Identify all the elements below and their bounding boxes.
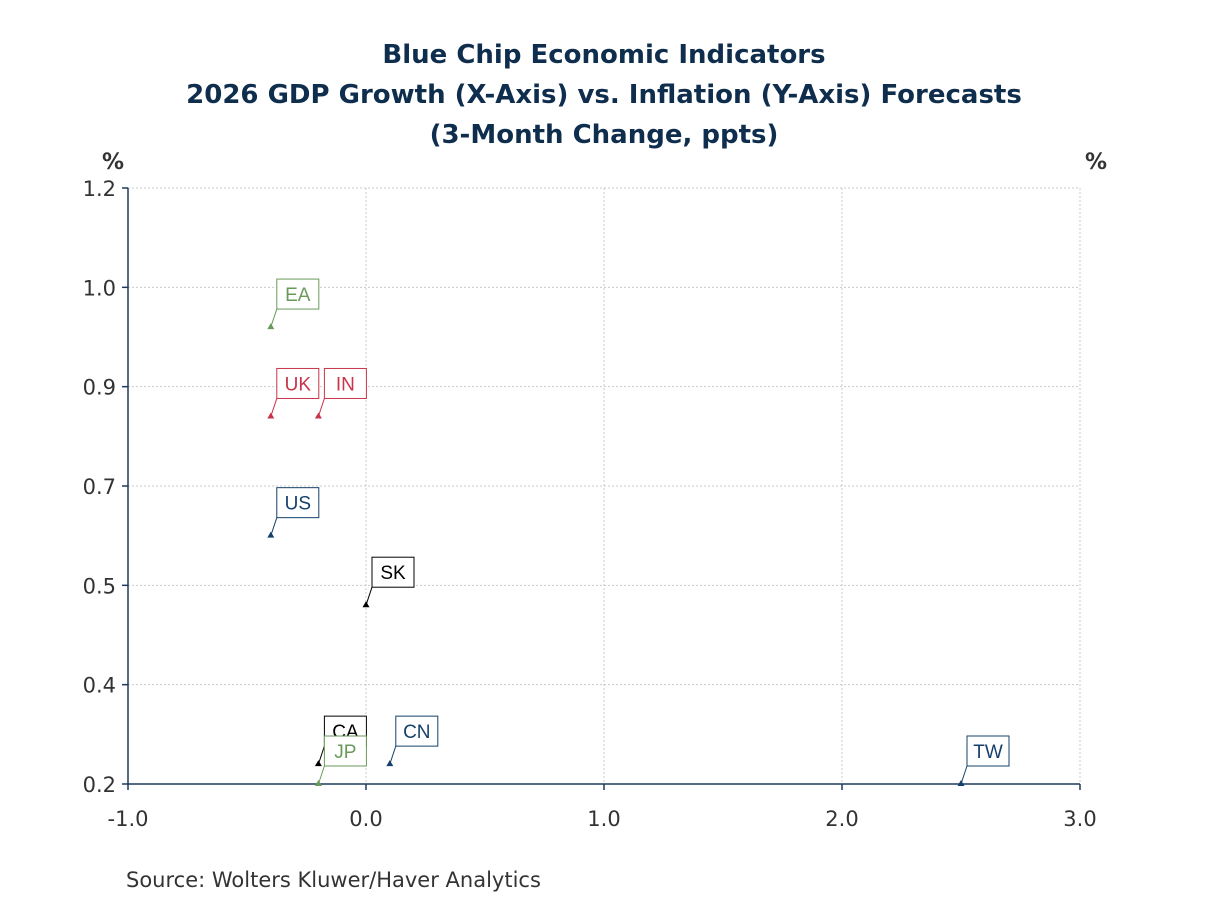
y-tick-label: 0.9 [83,376,116,400]
point-label-ea: EA [285,285,311,306]
y-tick-label: 0.7 [83,475,116,499]
data-point-ea [267,323,275,330]
callout-box-in [323,367,367,399]
y-tick-label: 1.0 [83,276,116,300]
data-point-sk [362,601,370,608]
callout-leader-jp [317,765,325,785]
right-axis-unit: % [1085,150,1108,175]
point-label-tw: TW [973,742,1003,763]
callout-box-tw [966,735,1010,767]
data-point-jp [314,780,322,786]
x-tick-label: 2.0 [825,807,858,831]
callout-box-ea [276,278,320,310]
x-tick-label: -1.0 [108,807,149,831]
callout-box-cn [395,715,439,747]
y-tick-label: 1.2 [83,177,116,201]
y-tick-label: 0.2 [83,773,116,797]
source-note: Source: Wolters Kluwer/Haver Analytics [126,868,541,892]
data-point-ca [314,760,322,767]
callout-leader-us [270,517,278,536]
point-label-sk: SK [380,563,406,584]
callout-box-uk [276,367,320,399]
callout-leader-tw [960,765,968,785]
chart-title-line-1: Blue Chip Economic Indicators [382,40,826,70]
data-point-us [267,531,275,538]
y-tick-label: 0.5 [83,574,116,598]
callout-leader-in [317,398,325,417]
point-label-cn: CN [403,722,430,743]
data-point-tw [957,780,965,786]
point-label-us: US [285,494,311,515]
x-tick-label: 3.0 [1063,807,1096,831]
point-label-in: IN [336,374,355,395]
callout-leader-ea [270,308,278,328]
callout-box-jp [323,735,367,767]
point-label-uk: UK [285,374,312,395]
y-tick-label: 0.4 [83,674,116,698]
left-axis-unit: % [102,150,125,175]
data-point-uk [267,412,275,419]
point-label-jp: JP [334,742,356,763]
x-tick-label: 1.0 [587,807,620,831]
data-point-cn [386,760,394,767]
callout-leader-cn [389,745,397,765]
callout-leader-ca [317,745,325,765]
callout-leader-uk [270,398,278,417]
chart-title-line-3: (3-Month Change, ppts) [429,120,779,150]
data-point-in [314,412,322,419]
callout-box-us [276,487,320,519]
x-tick-label: 0.0 [349,807,382,831]
callout-box-sk [371,556,415,588]
chart-title-line-2: 2026 GDP Growth (X-Axis) vs. Inflation (… [186,80,1022,110]
callout-leader-sk [365,587,373,606]
